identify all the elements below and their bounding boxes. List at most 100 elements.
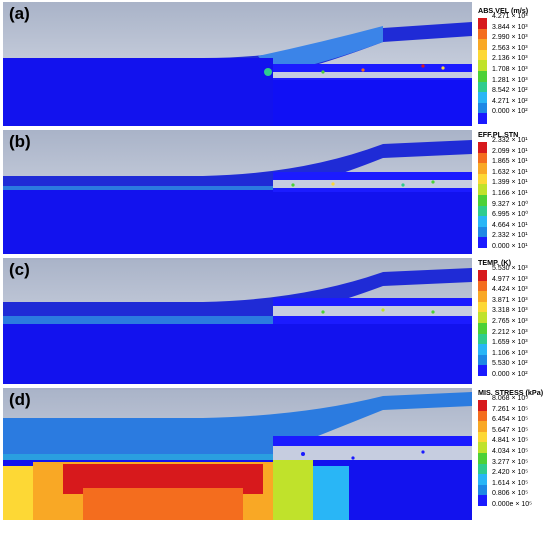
color-swatch	[478, 333, 487, 345]
color-swatch	[478, 431, 487, 443]
tick-label: 1.708 × 10³	[492, 65, 528, 73]
tick-label: 2.563 × 10³	[492, 44, 528, 52]
tick-label: 4.977 × 10³	[492, 275, 528, 283]
panel-label: (c)	[9, 260, 30, 279]
color-swatch	[478, 216, 487, 227]
tick-label: 6.995 × 10⁰	[492, 211, 529, 219]
tick-label: 2.332 × 10¹	[492, 137, 528, 144]
color-swatch	[478, 421, 487, 432]
tick-label: 1.614 × 10⁵	[492, 479, 529, 487]
tick-label: 0.000 × 10²	[492, 108, 528, 116]
color-swatch	[478, 322, 487, 334]
tick-label: 1.106 × 10³	[492, 349, 528, 357]
color-swatch	[478, 18, 487, 29]
color-bar	[478, 142, 487, 248]
tick-label: 3.318 × 10³	[492, 307, 528, 315]
tick-label: 5.530 × 10³	[492, 265, 528, 272]
color-swatch	[478, 400, 487, 411]
color-swatch	[478, 184, 487, 195]
tick-label: 2.420 × 10⁵	[492, 469, 529, 477]
tick-label: 1.166 × 10¹	[492, 189, 528, 197]
tick-label: 2.136 × 10³	[492, 55, 528, 63]
plot-c: (c)	[3, 258, 472, 384]
tick-label: 1.865 × 10¹	[492, 158, 528, 166]
tick-label: 2.212 × 10³	[492, 328, 528, 336]
color-swatch	[478, 484, 487, 496]
color-swatch	[478, 237, 487, 248]
color-swatch	[478, 270, 487, 281]
tick-label: 7.261 × 10⁵	[492, 405, 529, 413]
panel-label: (a)	[9, 4, 30, 23]
color-swatch	[478, 152, 487, 164]
sim-image-a	[3, 2, 472, 126]
legend-title: EFF.PL.STN	[478, 130, 519, 139]
sim-image-c	[3, 258, 472, 384]
tick-label: 4.271 × 10²	[492, 97, 528, 105]
color-swatch	[478, 173, 487, 185]
color-swatch	[478, 194, 487, 206]
tick-label: 4.664 × 10¹	[492, 221, 528, 229]
color-swatch	[478, 142, 487, 153]
plot-b: (b)	[3, 130, 472, 254]
color-swatch	[478, 205, 487, 217]
color-swatch	[478, 291, 487, 302]
tick-label: 0.000 × 10¹	[492, 242, 528, 250]
color-swatch	[478, 28, 487, 40]
plot-a: (a)	[3, 2, 472, 126]
color-swatch	[478, 301, 487, 313]
panel-a: (a) ABS.VEL (m/s) 4.271 × 10³ 3.844 × 10…	[0, 0, 550, 128]
tick-label: 3.277 × 10⁵	[492, 458, 529, 466]
legend-title: ABS.VEL (m/s)	[478, 6, 529, 15]
legend-title: TEMP. (K)	[478, 258, 512, 267]
tick-label: 0.000 × 10²	[492, 370, 528, 378]
color-swatch	[478, 280, 487, 292]
color-swatch	[478, 92, 487, 103]
tick-label: 0.806 × 10⁵	[492, 490, 529, 498]
color-swatch	[478, 365, 487, 376]
tick-label: 8.068 × 10⁵	[492, 395, 529, 402]
color-swatch	[478, 410, 487, 422]
color-swatch	[478, 102, 487, 114]
tick-label: 2.990 × 10³	[492, 34, 528, 42]
color-bar	[478, 400, 487, 506]
tick-labels: 8.068 × 10⁵ 7.261 × 10⁵ 6.454 × 10⁵ 5.64…	[492, 394, 532, 511]
color-swatch	[478, 81, 487, 93]
legend-title: MIS. STRESS (kPa)	[478, 388, 544, 397]
tick-label: 0.000e × 10⁵	[492, 500, 533, 508]
panel-label: (d)	[9, 390, 31, 409]
tick-labels: 4.271 × 10³ 3.844 × 10³ 2.990 × 10³ 2.56…	[492, 12, 528, 118]
color-swatch	[478, 463, 487, 475]
tick-label: 3.844 × 10³	[492, 23, 528, 31]
plot-d: (d)	[3, 388, 472, 520]
color-bar	[478, 18, 487, 124]
color-bar	[478, 270, 487, 376]
tick-label: 2.765 × 10³	[492, 317, 528, 325]
tick-label: 9.327 × 10⁰	[492, 200, 529, 208]
tick-label: 5.647 × 10⁵	[492, 426, 529, 434]
sim-image-b	[3, 130, 472, 254]
color-swatch	[478, 226, 487, 238]
panel-label: (b)	[9, 132, 31, 151]
tick-labels: 2.332 × 10¹ 2.099 × 10¹ 1.865 × 10¹ 1.63…	[492, 136, 528, 253]
sim-image-d	[3, 388, 472, 520]
tick-label: 3.871 × 10³	[492, 296, 528, 304]
tick-labels: 5.530 × 10³ 4.977 × 10³ 4.424 × 10³ 3.87…	[492, 264, 528, 381]
color-swatch	[478, 163, 487, 174]
color-swatch	[478, 495, 487, 506]
color-swatch	[478, 474, 487, 485]
tick-label: 1.281 × 10³	[492, 76, 528, 84]
color-swatch	[478, 70, 487, 82]
color-swatch	[478, 442, 487, 453]
tick-label: 4.424 × 10³	[492, 286, 528, 294]
color-swatch	[478, 113, 487, 124]
tick-label: 8.542 × 10²	[492, 87, 528, 95]
color-swatch	[478, 49, 487, 61]
tick-label: 5.530 × 10²	[492, 360, 528, 368]
color-swatch	[478, 312, 487, 323]
color-swatch	[478, 60, 487, 71]
panel-b: (b) EFF.PL.STN 2.332 × 10¹ 2.099 × 10¹ 1…	[0, 130, 550, 258]
tick-label: 1.632 × 10¹	[492, 168, 528, 176]
color-swatch	[478, 344, 487, 355]
tick-label: 2.099 × 10¹	[492, 147, 528, 155]
tick-label: 1.399 × 10¹	[492, 179, 528, 187]
